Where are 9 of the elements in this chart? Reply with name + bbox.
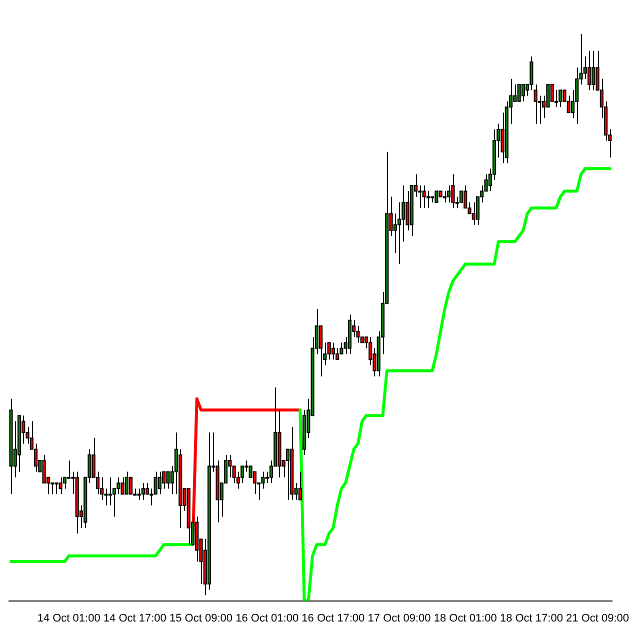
x-tick-label: 17 Oct 09:00 (368, 612, 431, 624)
x-tick-label: 18 Oct 01:00 (434, 612, 497, 624)
x-tick-label: 15 Oct 09:00 (170, 612, 233, 624)
x-tick-label: 14 Oct 17:00 (103, 612, 166, 624)
x-tick-label: 16 Oct 17:00 (302, 612, 365, 624)
x-tick-label: 14 Oct 01:00 (37, 612, 100, 624)
x-tick-label: 18 Oct 17:00 (500, 612, 563, 624)
x-tick-label: 16 Oct 01:00 (236, 612, 299, 624)
x-tick-label: 21 Oct 09:00 (566, 612, 630, 624)
